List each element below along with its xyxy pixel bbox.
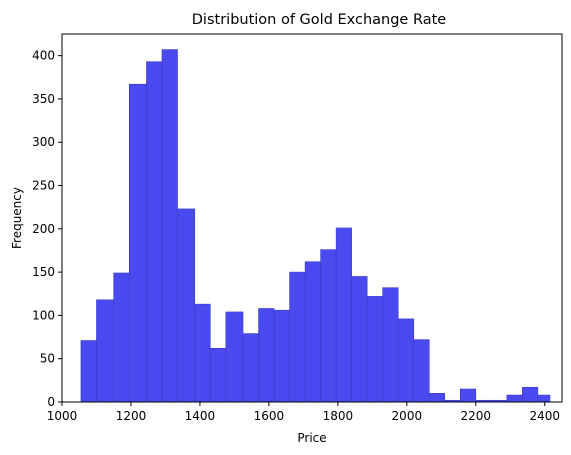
x-axis: 1000 1200 1400 1600 1800 2000 2200 2400 <box>47 402 560 423</box>
histogram-bar <box>351 276 368 403</box>
x-axis-label: Price <box>297 431 326 445</box>
histogram-bar <box>537 394 551 403</box>
histogram-bar <box>242 333 259 403</box>
x-tick-label: 2000 <box>392 409 423 423</box>
histogram-bar <box>304 261 321 403</box>
histogram-bar <box>382 287 399 403</box>
y-tick-label: 0 <box>47 395 55 409</box>
x-tick-label: 1600 <box>254 409 285 423</box>
plot-frame <box>61 33 563 403</box>
histogram-bar <box>459 388 477 403</box>
y-tick-label: 400 <box>32 49 55 63</box>
histogram-bar <box>289 271 306 403</box>
histogram-bar <box>96 299 115 403</box>
histogram-bar <box>194 303 211 403</box>
histogram-bar <box>428 393 446 403</box>
histogram-bar <box>273 309 290 403</box>
y-tick-label: 200 <box>32 222 55 236</box>
y-axis: 0 50 100 150 200 250 300 350 400 <box>32 49 62 409</box>
histogram-bar <box>177 208 196 403</box>
x-tick-label: 1200 <box>116 409 147 423</box>
histogram-bar <box>522 386 539 403</box>
histogram-bar <box>320 249 337 403</box>
histogram-bar <box>335 227 352 403</box>
histogram-bar <box>209 348 227 403</box>
x-tick-label: 2200 <box>461 409 492 423</box>
y-tick-label: 100 <box>32 308 55 322</box>
histogram-bar <box>258 308 275 403</box>
histogram-bar <box>225 311 244 403</box>
y-tick-label: 350 <box>32 92 55 106</box>
histogram-bar <box>146 61 163 403</box>
x-tick-label: 2400 <box>529 409 560 423</box>
histogram-bar <box>413 339 430 403</box>
histogram-bar <box>113 272 130 403</box>
histogram-bar <box>366 296 383 403</box>
histogram-bar <box>80 340 97 403</box>
x-tick-label: 1000 <box>47 409 78 423</box>
histogram-bar <box>506 394 523 403</box>
y-tick-label: 250 <box>32 179 55 193</box>
bars-group <box>80 49 551 403</box>
y-tick-label: 300 <box>32 135 55 149</box>
y-tick-label: 150 <box>32 265 55 279</box>
x-tick-label: 1400 <box>185 409 216 423</box>
y-tick-label: 50 <box>40 352 55 366</box>
y-axis-label: Frequency <box>10 187 24 249</box>
x-tick-label: 1800 <box>323 409 354 423</box>
histogram-bar <box>397 318 415 403</box>
chart-title: Distribution of Gold Exchange Rate <box>192 12 447 28</box>
histogram-bar <box>161 49 178 403</box>
histogram-bar <box>128 83 147 403</box>
